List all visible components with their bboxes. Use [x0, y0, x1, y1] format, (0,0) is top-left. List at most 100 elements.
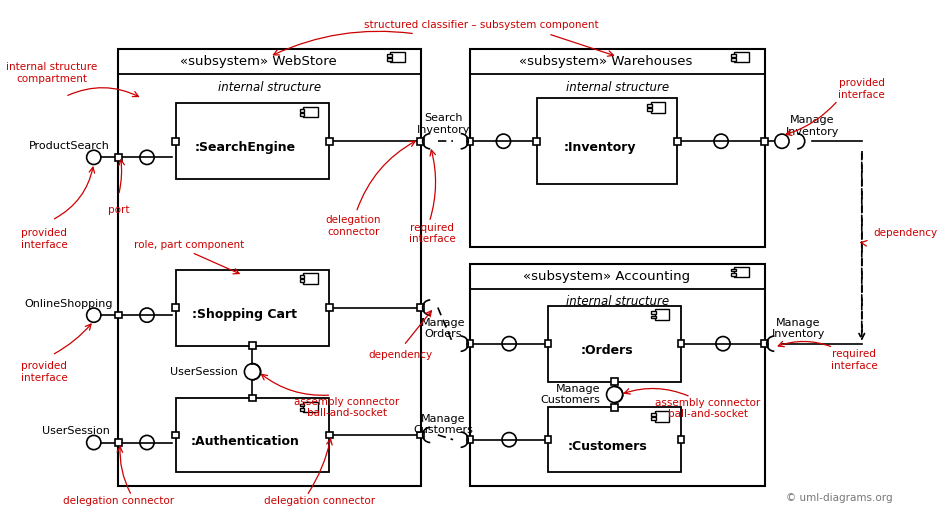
Bar: [611, 378, 618, 385]
Bar: [731, 272, 736, 276]
Text: assembly connector
ball-and-socket: assembly connector ball-and-socket: [655, 398, 760, 419]
Text: :Authentication: :Authentication: [191, 435, 299, 448]
Text: © uml-diagrams.org: © uml-diagrams.org: [786, 493, 892, 503]
Text: internal structure: internal structure: [566, 295, 669, 308]
Bar: [176, 398, 330, 472]
Text: required
interface: required interface: [831, 349, 878, 370]
Bar: [533, 138, 540, 144]
Bar: [654, 411, 669, 421]
Text: UserSession: UserSession: [41, 426, 110, 436]
Text: :SearchEngine: :SearchEngine: [195, 141, 295, 154]
Text: Manage
Inventory: Manage Inventory: [772, 318, 824, 339]
Text: Manage
Orders: Manage Orders: [421, 318, 466, 339]
Bar: [326, 431, 333, 438]
Bar: [387, 58, 392, 61]
Bar: [467, 138, 474, 144]
Text: port: port: [108, 205, 129, 215]
Bar: [387, 54, 392, 57]
Bar: [651, 316, 656, 318]
Bar: [731, 54, 736, 57]
Bar: [115, 439, 122, 446]
Bar: [761, 138, 768, 144]
Bar: [300, 408, 305, 411]
Bar: [651, 417, 656, 420]
Text: OnlineShopping: OnlineShopping: [24, 299, 114, 309]
Text: provided
interface: provided interface: [21, 228, 68, 250]
Bar: [648, 108, 652, 111]
Bar: [651, 312, 656, 314]
Bar: [651, 413, 656, 416]
Bar: [118, 49, 421, 486]
Text: :Inventory: :Inventory: [563, 141, 635, 154]
Text: ProductSearch: ProductSearch: [28, 141, 109, 151]
Bar: [654, 309, 669, 320]
Text: :Customers: :Customers: [567, 440, 647, 453]
Text: dependency: dependency: [873, 228, 937, 239]
Text: internal structure
compartment: internal structure compartment: [7, 62, 98, 83]
Bar: [303, 107, 318, 117]
Bar: [734, 52, 749, 63]
Bar: [650, 102, 666, 113]
Bar: [761, 340, 768, 347]
Bar: [326, 304, 333, 311]
Bar: [611, 404, 618, 411]
Bar: [548, 407, 682, 472]
Bar: [326, 138, 333, 144]
Bar: [115, 312, 122, 318]
Text: role, part component: role, part component: [133, 240, 244, 250]
Bar: [467, 437, 474, 443]
Bar: [417, 138, 424, 144]
Bar: [467, 340, 474, 347]
Text: Search
Inventory: Search Inventory: [416, 113, 470, 135]
Bar: [249, 394, 256, 401]
Bar: [678, 437, 684, 443]
Bar: [115, 154, 122, 160]
Text: Manage
Customers: Manage Customers: [540, 384, 601, 405]
Bar: [172, 431, 179, 438]
Bar: [731, 268, 736, 271]
Bar: [300, 113, 305, 116]
Text: :Shopping Cart: :Shopping Cart: [193, 308, 297, 321]
Text: assembly connector
ball-and-socket: assembly connector ball-and-socket: [294, 396, 400, 418]
Bar: [678, 340, 684, 347]
Bar: [731, 58, 736, 61]
Bar: [470, 49, 765, 247]
Bar: [548, 306, 682, 382]
Bar: [417, 431, 424, 438]
Bar: [303, 274, 318, 284]
Bar: [300, 404, 305, 406]
Bar: [172, 304, 179, 311]
Text: «subsystem» WebStore: «subsystem» WebStore: [180, 55, 337, 68]
Text: «subsystem» Warehouses: «subsystem» Warehouses: [520, 55, 693, 68]
Text: «subsystem» Accounting: «subsystem» Accounting: [523, 270, 690, 283]
Text: internal structure: internal structure: [566, 81, 669, 94]
Bar: [674, 138, 681, 144]
Bar: [249, 342, 256, 349]
Bar: [470, 264, 765, 486]
Bar: [390, 52, 405, 63]
Text: delegation connector: delegation connector: [264, 497, 376, 506]
Bar: [176, 103, 330, 179]
Bar: [545, 340, 552, 347]
Text: provided
interface: provided interface: [21, 362, 68, 383]
Text: Manage
Inventory: Manage Inventory: [786, 115, 839, 137]
Bar: [303, 402, 318, 412]
Text: Manage
Customers: Manage Customers: [414, 414, 474, 435]
Bar: [648, 104, 652, 107]
Text: provided
interface: provided interface: [838, 78, 885, 100]
Text: internal structure: internal structure: [218, 81, 321, 94]
Bar: [545, 437, 552, 443]
Bar: [734, 267, 749, 277]
Text: structured classifier – subsystem component: structured classifier – subsystem compon…: [365, 20, 599, 30]
Bar: [176, 269, 330, 345]
Bar: [417, 304, 424, 311]
Text: required
interface: required interface: [409, 222, 456, 244]
Text: delegation connector: delegation connector: [63, 497, 174, 506]
Text: delegation
connector: delegation connector: [325, 215, 381, 237]
Bar: [537, 98, 678, 184]
Text: :Orders: :Orders: [581, 344, 634, 357]
Text: dependency: dependency: [368, 350, 432, 360]
Text: UserSession: UserSession: [170, 367, 238, 377]
Bar: [300, 109, 305, 112]
Bar: [300, 279, 305, 282]
